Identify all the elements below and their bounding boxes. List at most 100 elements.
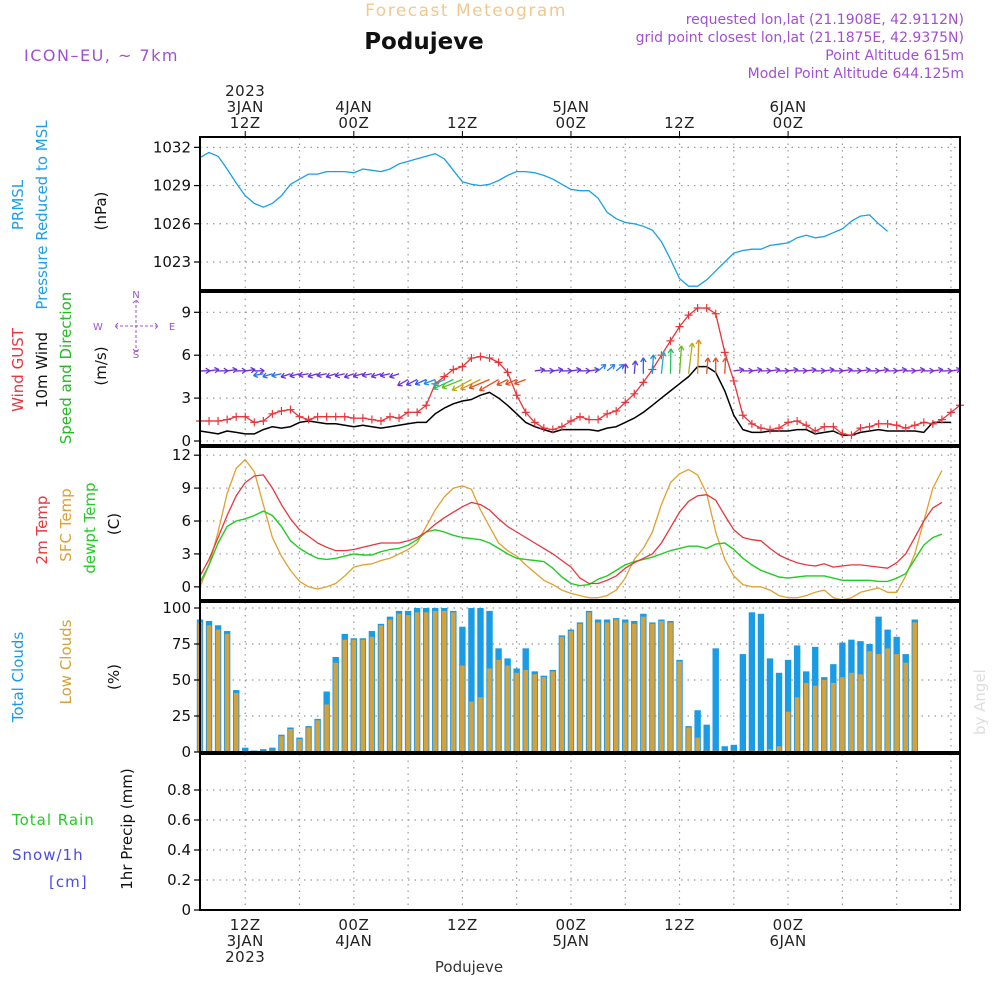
y-tick-label: 6 — [181, 346, 191, 364]
wind-arrowhead — [865, 366, 871, 374]
panel-frame-wind — [199, 291, 961, 446]
low-cloud-bar — [315, 720, 320, 752]
wind-arrow — [552, 368, 563, 372]
wind-arrowhead — [451, 385, 458, 392]
gust-marker — [413, 408, 422, 417]
wind-arrowhead — [468, 383, 475, 390]
low-cloud-bar — [469, 701, 474, 752]
low-cloud-bar — [550, 671, 556, 752]
wind-arrow — [842, 368, 853, 372]
wind-arrow — [271, 373, 282, 377]
total-cloud-bar — [477, 608, 484, 752]
wind-arrow — [706, 357, 709, 374]
low-cloud-bar — [776, 746, 782, 752]
y-tick-label: 0.2 — [167, 871, 191, 889]
gust-marker — [865, 422, 874, 431]
wind-arrowhead — [722, 357, 729, 363]
wind-arrowhead — [423, 379, 430, 386]
wind-arrow — [280, 373, 291, 378]
wind-arrowhead — [232, 366, 238, 374]
y-tick-label: 0.4 — [167, 841, 191, 859]
low-cloud-bar — [622, 622, 628, 752]
total-cloud-bar — [784, 659, 792, 752]
gust-marker — [946, 408, 955, 417]
gust-marker — [548, 425, 557, 434]
y-tick-label: 75 — [172, 635, 191, 653]
low-cloud-bar — [812, 685, 818, 752]
temp-unit: (C) — [105, 513, 123, 535]
wind-arrow — [253, 373, 264, 377]
y-tick-label: 25 — [172, 707, 191, 725]
wind-arrowhead — [738, 366, 745, 374]
low-cloud-bar — [876, 654, 881, 752]
wind-arrow — [932, 368, 943, 372]
low-cloud-bar — [360, 639, 366, 752]
wind-arrow — [733, 368, 744, 372]
bottom-time-label: 12Z — [447, 916, 478, 934]
compass-rose-icon — [114, 299, 159, 353]
footer-location: Podujeve — [435, 958, 503, 976]
low-cloud-bar — [532, 674, 538, 752]
sfc-temp-label: SFC Temp — [57, 488, 75, 561]
panel-frame-pressure — [199, 136, 961, 291]
gust-marker — [603, 409, 612, 418]
gust-marker — [485, 354, 494, 363]
low-cloud-bar — [686, 727, 691, 752]
total-cloud-bar — [269, 747, 276, 752]
y-tick-label: 100 — [162, 599, 191, 617]
total-cloud-label: Total Clouds — [9, 632, 27, 724]
total-cloud-bar — [260, 749, 267, 752]
low-cloud-bar — [288, 728, 293, 752]
gust-marker — [404, 408, 413, 417]
wind-arrowhead — [505, 379, 511, 386]
top-time-label: 4JAN — [335, 98, 372, 116]
gust-marker — [892, 421, 901, 430]
y-tick-label: 0 — [181, 901, 191, 919]
wind-arrow — [769, 368, 780, 372]
wind-arrowhead — [343, 372, 350, 379]
y-tick-label: 0 — [181, 432, 191, 450]
panel-frame-precip — [199, 753, 961, 911]
wind-arrowhead — [576, 366, 582, 374]
low-cloud-bar — [378, 625, 384, 752]
y-tick-label: 50 — [172, 671, 191, 689]
bottom-time-label: 5JAN — [552, 932, 589, 950]
wind-arrow — [687, 342, 693, 374]
wind-arrowhead — [756, 366, 763, 374]
low-cloud-bar — [541, 677, 547, 752]
wind-arrow — [860, 368, 871, 372]
gust-marker — [883, 419, 892, 428]
y-tick-label: 1026 — [153, 215, 191, 233]
wind-arrowhead — [334, 372, 340, 379]
gust-marker — [530, 418, 539, 427]
wind-arrow — [433, 378, 454, 390]
bottom-time-label: 2023 — [225, 948, 265, 966]
model-name: ICON–EU, ~ 7km — [24, 46, 179, 65]
low-cloud-bar — [767, 749, 773, 752]
wind-arrowhead — [793, 366, 799, 374]
compass-north: N — [132, 290, 139, 301]
wind-arrow — [788, 368, 799, 372]
gust-marker — [277, 406, 286, 415]
bottom-time-label: 6JAN — [770, 932, 807, 950]
data-layer — [114, 151, 964, 752]
compass-east: E — [169, 322, 175, 333]
gust-marker — [449, 365, 458, 374]
gust-marker — [910, 421, 919, 430]
snow-legend: Snow/1h — [12, 846, 84, 864]
wind-arrowhead — [414, 379, 421, 386]
snow-unit-legend: [cm] — [49, 873, 88, 891]
low-cloud-bar — [324, 704, 329, 752]
temp-2m-line — [199, 474, 943, 585]
gust-marker — [747, 419, 756, 428]
low-cloud-bar — [577, 623, 583, 752]
top-time-label: 5JAN — [552, 98, 589, 116]
wind-arrow — [878, 368, 889, 372]
low-cloud-bar — [514, 672, 519, 752]
wind-arrowhead — [847, 366, 853, 374]
y-tick-label: 0.8 — [167, 781, 191, 799]
wind-arrowhead — [478, 385, 485, 392]
low-cloud-bar — [342, 639, 348, 752]
y-tick-label: 12 — [172, 446, 191, 464]
low-cloud-bar — [785, 711, 791, 752]
